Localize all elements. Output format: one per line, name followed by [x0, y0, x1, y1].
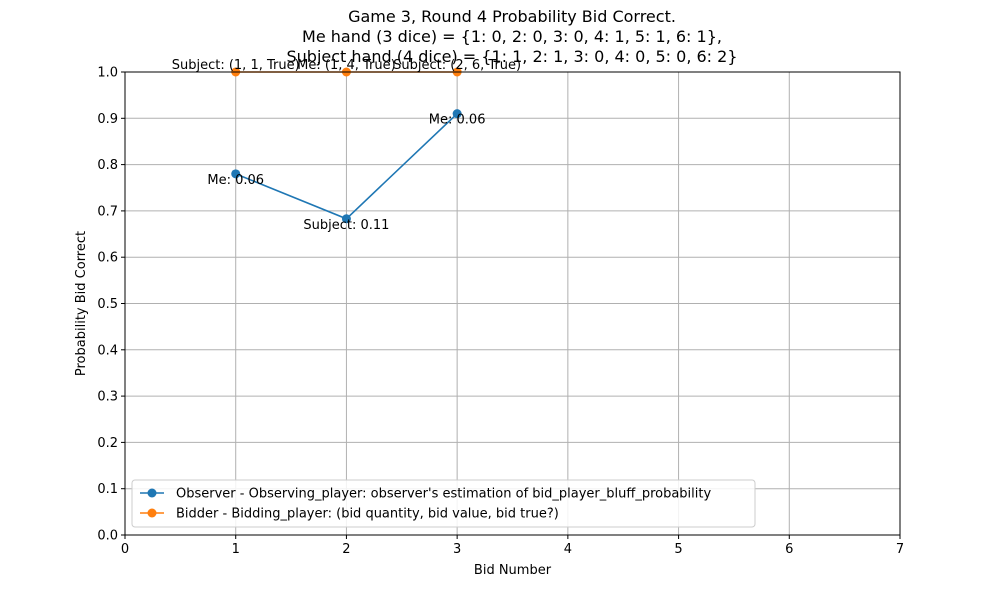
legend: Observer - Observing_player: observer's …: [131, 479, 756, 528]
x-axis-label: Bid Number: [474, 563, 552, 578]
data-point: [452, 109, 462, 119]
y-tick-label: 1.0: [97, 66, 118, 81]
x-tick-label: 2: [342, 542, 350, 557]
legend-entry: Observer - Observing_player: observer's …: [176, 487, 711, 502]
x-tick-label: 4: [564, 542, 572, 557]
y-tick-label: 0.9: [97, 112, 118, 127]
x-tick-label: 7: [896, 542, 904, 557]
y-tick-label: 0.7: [97, 204, 118, 219]
data-label: Me: 0.06: [207, 173, 264, 188]
data-label: Subject: (2, 6, True): [393, 58, 521, 73]
y-tick-label: 0.2: [97, 436, 118, 451]
data-label: Subject: 0.11: [303, 218, 389, 233]
y-tick-label: 0.4: [97, 343, 118, 358]
y-tick-label: 0.5: [97, 297, 118, 312]
x-tick-label: 1: [232, 542, 240, 557]
data-label: Me: (1, 4, True): [297, 58, 396, 73]
data-point: [231, 169, 241, 179]
legend-swatch-marker: [147, 508, 157, 518]
chart-title-line: Me hand (3 dice) = {1: 0, 2: 0, 3: 0, 4:…: [302, 27, 722, 46]
data-point: [341, 214, 351, 224]
y-tick-label: 0.3: [97, 390, 118, 405]
x-tick-label: 0: [121, 542, 129, 557]
y-tick-label: 0.0: [97, 529, 118, 544]
y-tick-label: 0.1: [97, 482, 118, 497]
chart-title-line: Game 3, Round 4 Probability Bid Correct.: [348, 7, 676, 26]
chart-title-line: Subject hand (4 dice) = {1: 1, 2: 1, 3: …: [286, 47, 737, 66]
grid: [124, 71, 901, 536]
y-tick-label: 0.6: [97, 251, 118, 266]
y-tick-label: 0.8: [97, 158, 118, 173]
chart-title: Game 3, Round 4 Probability Bid Correct.…: [286, 7, 737, 66]
legend-swatch-marker: [147, 488, 157, 498]
axis-ticks: 0 1 2 3 4 5 6 7 0.0 0.1 0.2 0.3 0.4 0.5 0.6 0.7 0.8 0.9 1.…: [97, 66, 904, 558]
data-label: Subject: (1, 1, True): [172, 58, 300, 73]
legend-box: [131, 479, 756, 528]
x-tick-label: 6: [785, 542, 793, 557]
data-labels: Me: 0.06 Subject: 0.11 Me: 0.06 Subject: (1…: [172, 58, 521, 233]
legend-entry: Bidder - Bidding_player: (bid quantity, …: [176, 507, 559, 522]
y-axis-label: Probability Bid Correct: [74, 231, 89, 376]
data-label: Me: 0.06: [429, 113, 486, 128]
x-tick-label: 3: [453, 542, 461, 557]
x-tick-label: 5: [674, 542, 682, 557]
